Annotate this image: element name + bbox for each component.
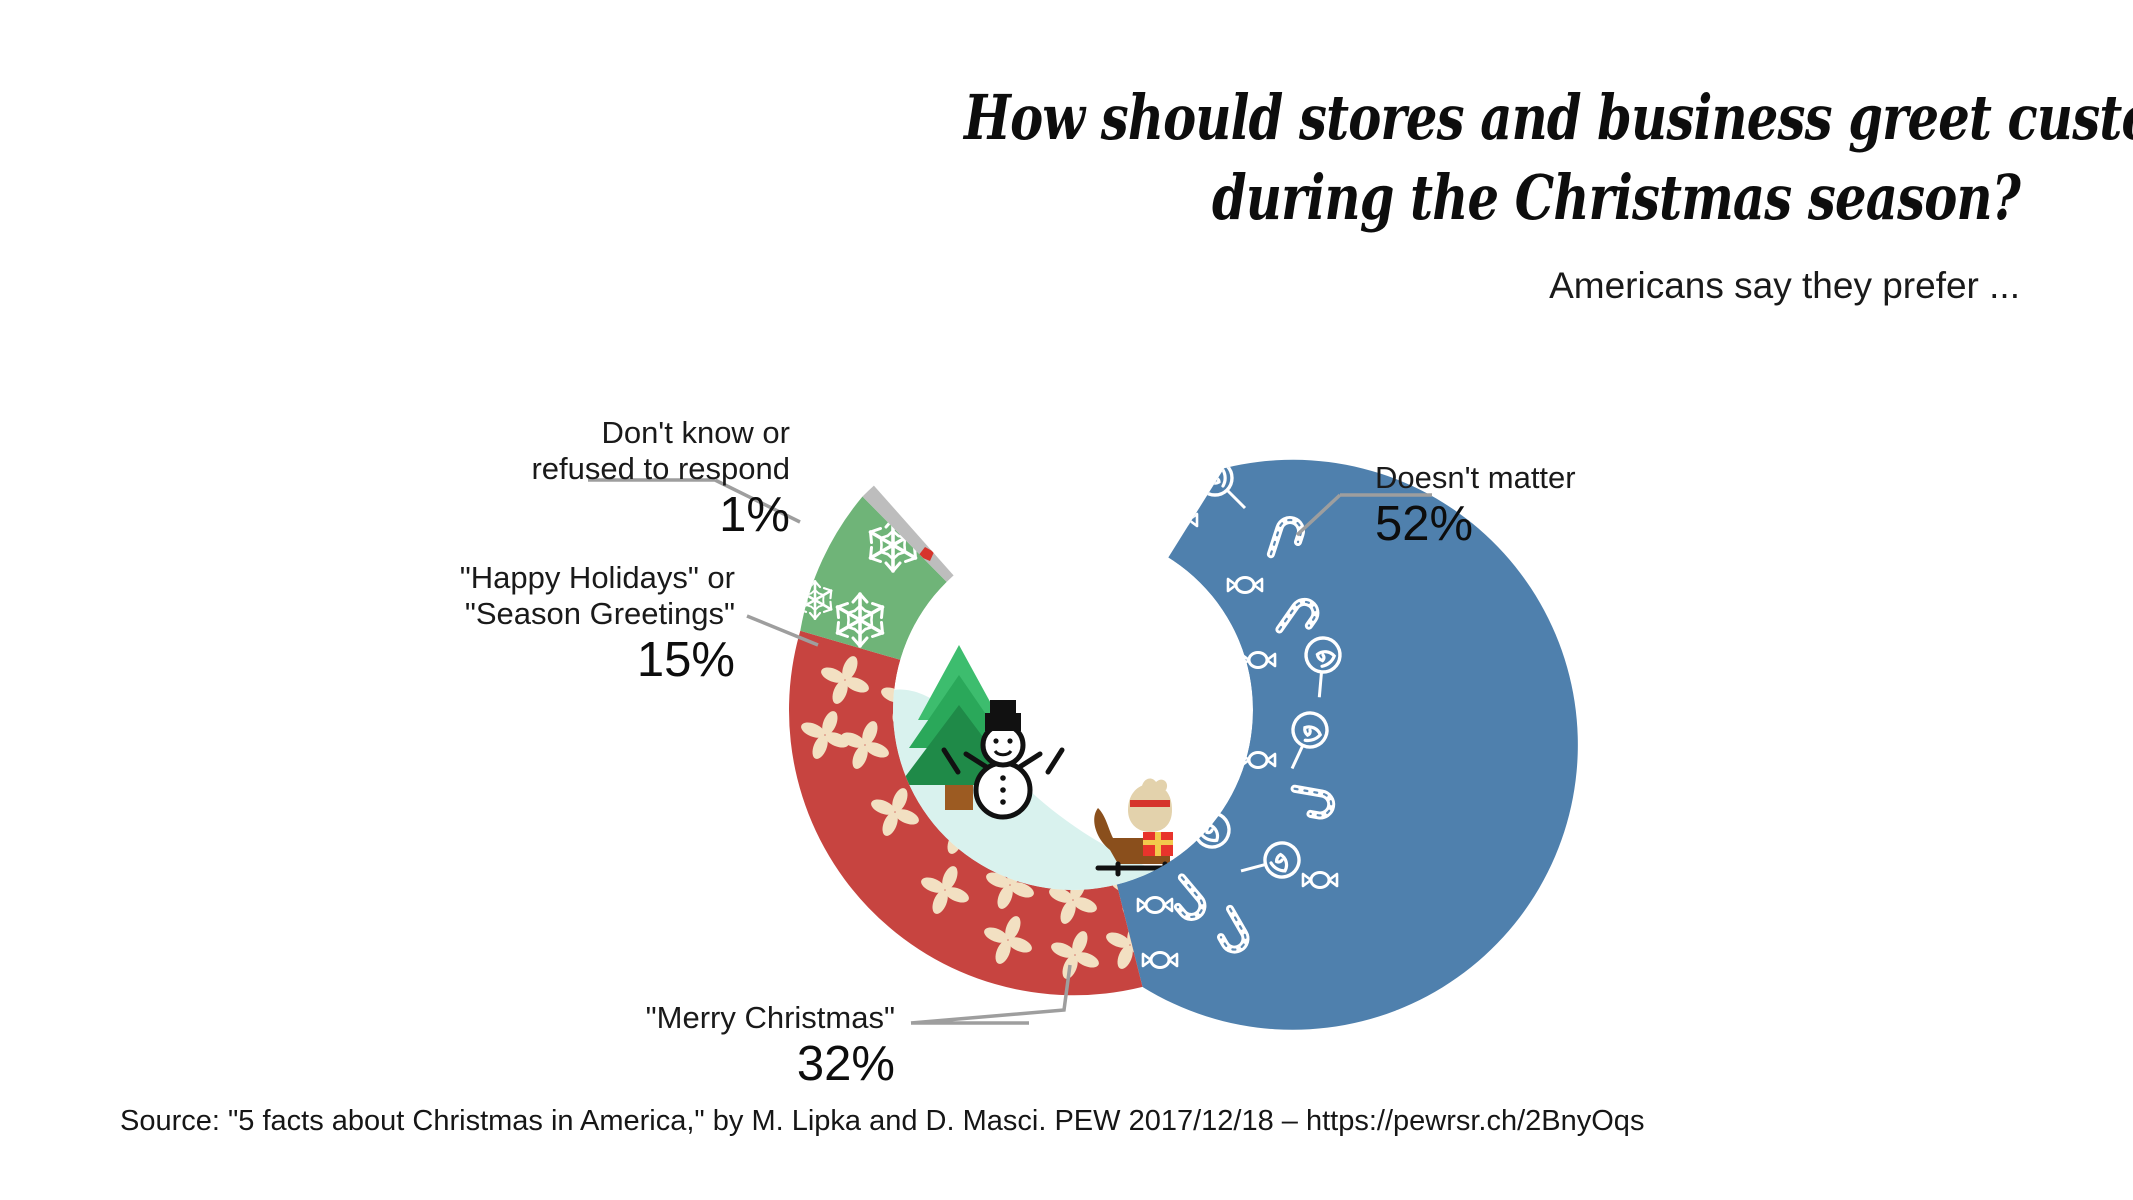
callout-merry-christmas-label: "Merry Christmas" [645, 1000, 895, 1035]
callout-dont-know: Don't know or refused to respond 1% [260, 415, 790, 543]
title-line-2: during the Christmas season? [1211, 161, 2021, 234]
leader-dont-know [588, 478, 801, 524]
center-illustration [893, 530, 1253, 890]
source-note: Source: "5 facts about Christmas in Amer… [120, 1105, 1645, 1137]
callout-merry-christmas-value: 32% [796, 1037, 895, 1091]
page-title: How should stores and business greet cus… [700, 78, 2133, 238]
callout-doesnt-matter-label: Doesn't matter [1375, 460, 1576, 495]
leader-lines [588, 478, 1432, 1025]
callout-doesnt-matter-value: 52% [1375, 497, 1474, 551]
leader-doesnt-matter [1295, 493, 1432, 537]
callout-happy-holidays-label-2: "Season Greetings" [464, 596, 735, 631]
callout-dont-know-value: 1% [719, 488, 790, 542]
callout-doesnt-matter: Doesn't matter 52% [1375, 460, 1875, 552]
subtitle: Americans say they prefer ... [1549, 265, 2020, 306]
callout-happy-holidays-value: 15% [636, 633, 735, 687]
title-line-1: How should stores and business greet cus… [964, 81, 2133, 154]
snowman [941, 700, 1065, 820]
callout-happy-holidays: "Happy Holidays" or "Season Greetings" 1… [260, 560, 735, 688]
callout-dont-know-label-2: refused to respond [531, 451, 790, 486]
callout-merry-christmas: "Merry Christmas" 32% [320, 1000, 895, 1092]
callout-happy-holidays-label-1: "Happy Holidays" or [459, 560, 735, 595]
callout-dont-know-label-1: Don't know or [601, 415, 790, 450]
leader-happy-holidays [746, 614, 819, 647]
leader-merry-christmas [910, 964, 1072, 1025]
